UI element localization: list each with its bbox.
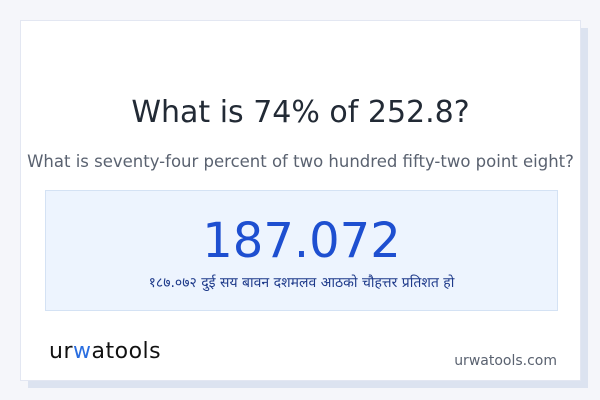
logo: urwatools [49, 339, 161, 364]
result-box: 187.072 १८७.०७२ दुई सय बावन दशमलव आठको च… [45, 190, 558, 311]
logo-text: w [73, 339, 92, 364]
result-value: 187.072 [202, 213, 401, 269]
card: What is 74% of 252.8? What is seventy-fo… [20, 20, 581, 381]
logo-text: ur [49, 339, 73, 364]
result-words: १८७.०७२ दुई सय बावन दशमलव आठको चौहत्तर प… [148, 275, 455, 291]
page-title: What is 74% of 252.8? [131, 95, 470, 130]
site-url: urwatools.com [454, 353, 557, 369]
logo-text: atools [91, 339, 162, 364]
page-subtitle: What is seventy-four percent of two hund… [27, 152, 574, 171]
